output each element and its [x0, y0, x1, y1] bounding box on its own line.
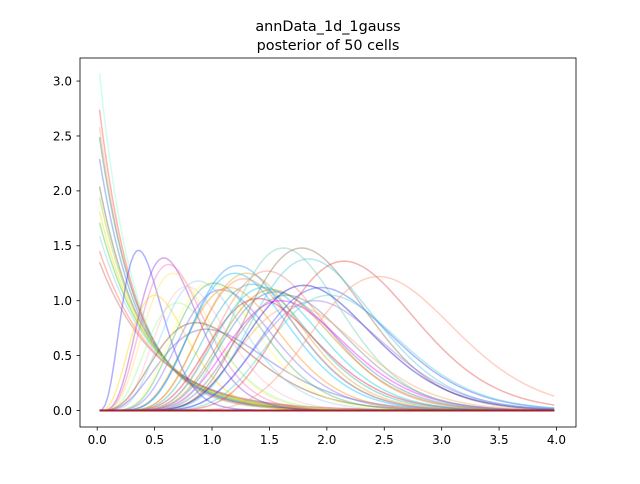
series-line-37 [99, 299, 555, 412]
chart-subtitle: posterior of 50 cells [257, 38, 400, 54]
series-line-34 [99, 270, 555, 412]
y-tick-label: 2.5 [53, 129, 72, 143]
series-line-36 [99, 291, 555, 412]
x-tick-label: 3.5 [490, 433, 509, 447]
series-line-44 [99, 299, 555, 412]
y-tick-label: 3.0 [53, 74, 72, 88]
chart-title: annData_1d_1gauss [255, 19, 400, 35]
y-tick-label: 0.5 [53, 349, 72, 363]
x-tick-label: 3.0 [432, 433, 451, 447]
y-tick-label: 1.5 [53, 239, 72, 253]
series-line-32 [99, 297, 555, 412]
y-tick-label: 2.0 [53, 184, 72, 198]
series-line-42 [99, 284, 555, 412]
series-line-38 [99, 247, 555, 412]
series-line-40 [99, 305, 555, 412]
series-line-35 [99, 288, 555, 412]
x-tick-label: 4.0 [547, 433, 566, 447]
axes-layer: 0.0 0.5 1.0 1.5 2.0 2.5 3.0 3.5 4.0 0.0 0.5 1.0 1.5 2… [53, 57, 577, 447]
x-tick-label: 2.5 [375, 433, 394, 447]
y-tick-label: 1.0 [53, 294, 72, 308]
series-line-41 [99, 247, 555, 412]
series-layer [98, 73, 555, 412]
x-tick-label: 1.0 [202, 433, 221, 447]
y-tick-label: 0.0 [53, 404, 72, 418]
series-line-39 [99, 294, 555, 412]
x-tick-label: 0.0 [88, 433, 107, 447]
plot-frame [79, 57, 577, 428]
series-line-33 [99, 286, 555, 412]
x-tick-label: 0.5 [145, 433, 164, 447]
x-tick-label: 2.0 [317, 433, 336, 447]
series-line-43 [99, 258, 555, 412]
x-tick-label: 1.5 [260, 433, 279, 447]
